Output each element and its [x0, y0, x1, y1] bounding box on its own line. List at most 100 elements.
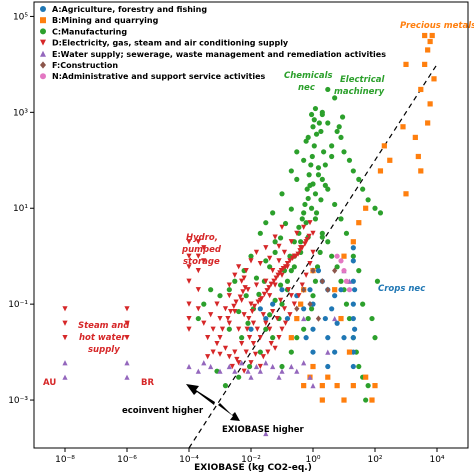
series-d-point	[267, 255, 273, 261]
series-d-point	[233, 299, 239, 305]
series-c-point	[332, 95, 338, 101]
series-d-point	[231, 303, 237, 309]
series-d-point	[254, 326, 260, 332]
series-d-point	[62, 306, 68, 312]
series-a-point	[325, 335, 331, 341]
series-d-point	[287, 258, 293, 264]
series-b-point	[400, 124, 406, 130]
annotation-precious-metals: Precious metals	[400, 21, 474, 31]
y-tick-label: 10⁻¹	[8, 300, 28, 310]
series-d-point	[214, 301, 220, 307]
series-c-point	[315, 165, 322, 171]
series-c-point	[246, 363, 253, 370]
series-c-point	[377, 210, 384, 216]
legend-marker	[40, 17, 46, 24]
series-a-point	[350, 278, 356, 284]
series-e-point	[270, 363, 276, 370]
series-c-point	[304, 186, 310, 192]
series-d-point	[287, 312, 293, 318]
series-d-point	[195, 253, 201, 259]
series-b-point	[372, 383, 378, 389]
series-e-point	[263, 360, 269, 366]
x-tick-label: 10⁻⁸	[55, 455, 75, 465]
annotation-hydro-pumped-storage: Hydro, pumped storage	[181, 233, 224, 267]
series-d-point	[229, 363, 235, 370]
series-d-point	[62, 320, 68, 326]
series-d-point	[260, 312, 266, 318]
series-d-point	[210, 349, 216, 355]
series-d-point	[259, 296, 265, 302]
x-axis-label: EXIOBASE (kg CO2-eq.)	[194, 463, 312, 473]
series-e-point	[263, 430, 269, 437]
series-d-point	[276, 335, 282, 341]
series-b-point	[422, 32, 428, 39]
series-c-point	[338, 134, 344, 141]
series-d-point	[219, 326, 226, 332]
series-d-point	[236, 326, 242, 332]
annotation-chemicals-nec-line1: Chemicals nec	[284, 71, 336, 93]
series-c-point	[319, 111, 325, 118]
legend-marker	[40, 28, 46, 35]
series-a-point	[270, 301, 276, 307]
annotation-au: AU	[43, 378, 56, 388]
series-c-point	[253, 275, 260, 281]
series-d-point	[232, 272, 238, 278]
series-d-point	[307, 261, 313, 267]
series-c-point	[226, 287, 232, 293]
series-a-point	[301, 306, 307, 312]
series-b-point	[403, 61, 409, 67]
series-b-point	[369, 397, 375, 403]
series-c-point	[317, 249, 323, 255]
series-c-point	[372, 205, 378, 211]
series-c-point	[356, 176, 362, 182]
series-e-point	[257, 368, 263, 374]
series-c-point	[288, 206, 294, 212]
series-d-point	[272, 234, 278, 240]
series-e-point	[62, 360, 68, 366]
series-a-point	[341, 335, 347, 341]
legend-marker	[40, 39, 46, 46]
series-d-point	[263, 245, 269, 251]
series-d-point	[250, 341, 257, 347]
series-d-point	[279, 326, 285, 332]
series-d-point	[264, 288, 270, 294]
annotation-br: BR	[141, 378, 154, 388]
series-d-point	[186, 239, 192, 245]
series-a-point	[350, 301, 356, 307]
series-e-point	[253, 363, 260, 370]
series-c-point	[298, 239, 304, 245]
series-c-point	[310, 293, 316, 299]
series-d-point	[124, 335, 130, 341]
series-d-point	[263, 320, 269, 326]
x-tick-label: 10⁻⁴	[179, 455, 199, 465]
series-d-point	[272, 282, 278, 288]
series-c-point	[309, 153, 315, 160]
series-d-point	[263, 278, 269, 284]
series-e-point	[245, 368, 251, 374]
series-d-point	[246, 315, 252, 322]
series-d-point	[243, 349, 249, 355]
series-c-point	[279, 363, 285, 370]
series-d-point	[274, 315, 280, 322]
series-d-point	[297, 248, 303, 254]
series-d-point	[243, 268, 249, 274]
series-d-point	[296, 293, 302, 299]
series-d-point	[195, 306, 201, 312]
series-b-point	[341, 253, 347, 259]
series-e-point	[226, 363, 232, 370]
series-d-point	[248, 258, 254, 264]
series-e-point	[62, 374, 68, 380]
series-d-point	[267, 326, 273, 332]
series-c-point	[360, 301, 366, 307]
series-d-point	[281, 306, 288, 312]
series-c-point	[312, 278, 319, 284]
series-b-point	[332, 287, 338, 293]
series-e-point	[279, 368, 285, 374]
series-e-point	[124, 360, 130, 366]
series-c-point	[263, 220, 269, 226]
series-c-point	[325, 239, 331, 245]
series-d-point	[245, 287, 251, 293]
series-d-point	[205, 354, 211, 360]
series-c-point	[313, 210, 320, 216]
series-a-point	[279, 287, 285, 293]
